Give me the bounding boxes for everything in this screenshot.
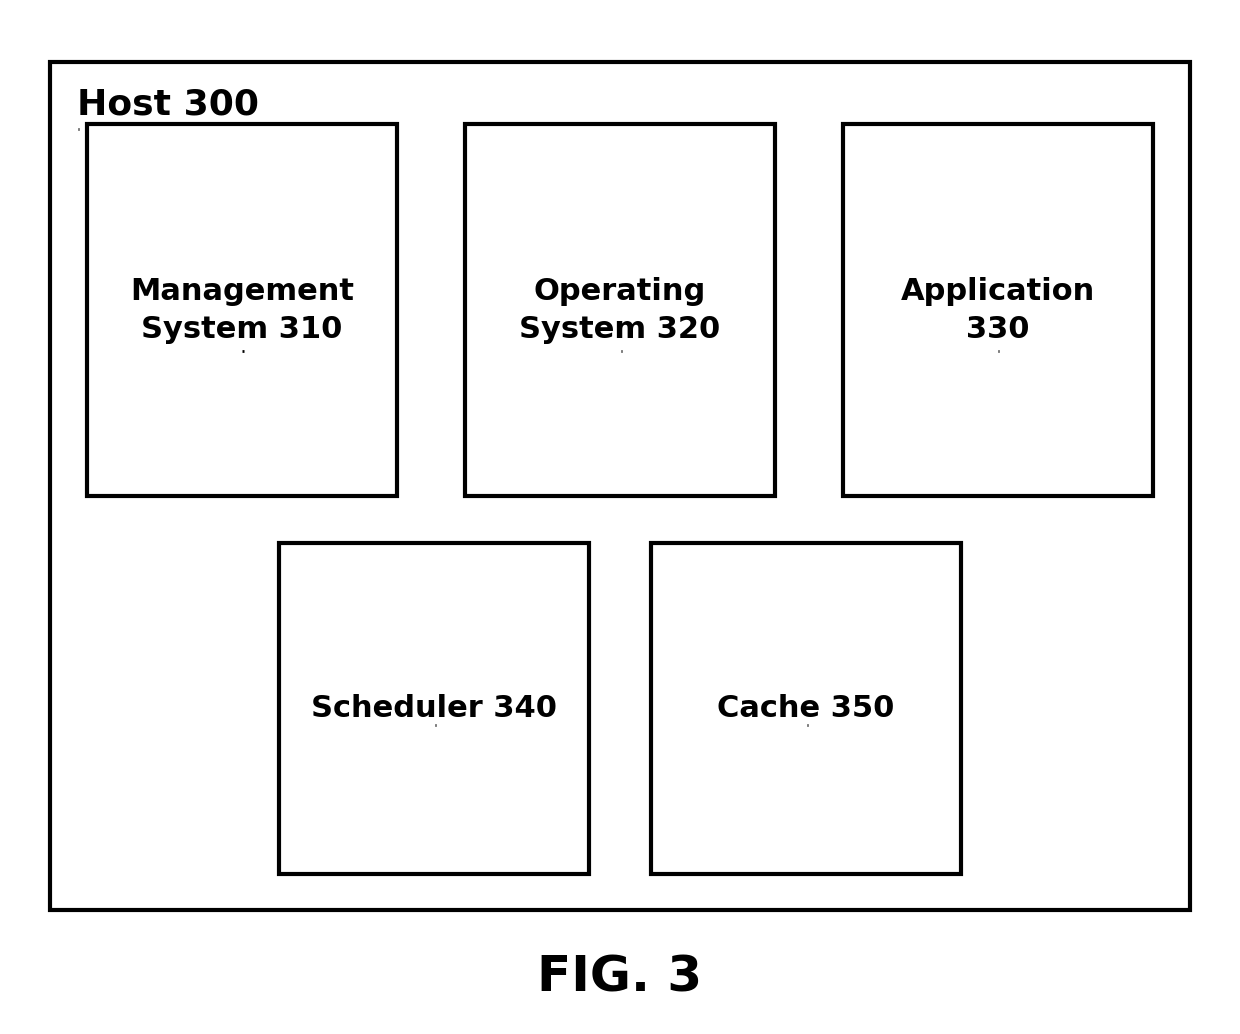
Text: Cache 350: Cache 350 xyxy=(717,694,895,723)
Bar xyxy=(50,62,1190,910)
Bar xyxy=(843,124,1153,496)
Text: Application
330: Application 330 xyxy=(901,277,1095,343)
Text: Management
System 310: Management System 310 xyxy=(130,277,353,343)
Bar xyxy=(279,543,589,874)
Bar xyxy=(465,124,775,496)
Text: Host 300: Host 300 xyxy=(77,88,259,122)
Text: FIG. 3: FIG. 3 xyxy=(537,953,703,1001)
Bar xyxy=(87,124,397,496)
Text: Operating
System 320: Operating System 320 xyxy=(520,277,720,343)
Bar xyxy=(651,543,961,874)
Text: Scheduler 340: Scheduler 340 xyxy=(311,694,557,723)
